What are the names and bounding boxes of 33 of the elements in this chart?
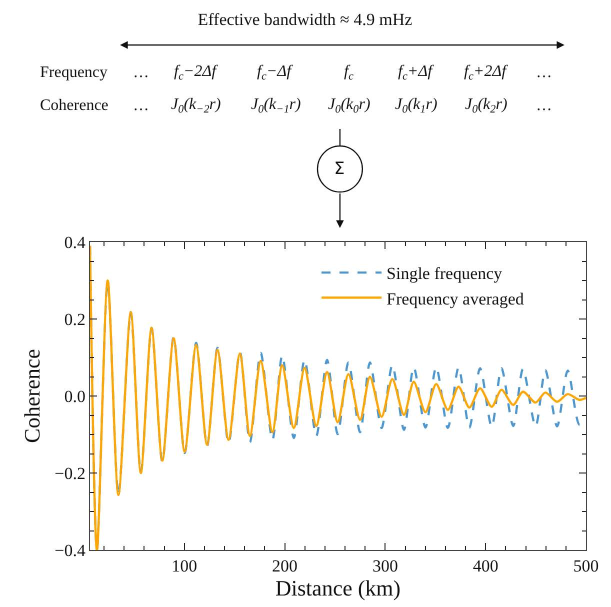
text: … xyxy=(536,97,552,114)
chart-title: Effective bandwidth ≈ 4.9 mHz xyxy=(198,10,413,29)
text: Σ xyxy=(334,159,345,179)
y-tick-label: −0.2 xyxy=(54,464,86,483)
x-tick-label: 300 xyxy=(372,556,398,576)
text: Coherence xyxy=(40,97,108,114)
y-tick-label: 0.2 xyxy=(64,310,86,329)
text: f$_{c}$+Δf xyxy=(398,63,435,82)
line-series xyxy=(90,244,586,550)
text: f$_{c}$−Δf xyxy=(257,63,294,82)
text: Frequency xyxy=(40,64,108,81)
text: J$_{0}$(k$_{0}$r) xyxy=(328,96,370,116)
text: … xyxy=(133,64,149,81)
y-tick-label: −0.4 xyxy=(54,540,86,560)
x-tick-label: 500 xyxy=(573,556,599,576)
text: … xyxy=(536,64,552,81)
text: J$_{0}$(k$_{−1}$r) xyxy=(251,96,301,116)
text: J$_{0}$(k$_{1}$r) xyxy=(395,96,438,116)
text: J$_{0}$(k$_{−2}$r) xyxy=(171,96,221,116)
x-tick-label: 200 xyxy=(272,556,298,576)
legend-label: Frequency averaged xyxy=(386,289,524,308)
y-tick-label: 0.0 xyxy=(64,386,86,406)
text: f$_{c}$+2Δf xyxy=(464,63,509,82)
legend-label: Single frequency xyxy=(386,264,503,284)
x-tick-label: 100 xyxy=(172,556,198,576)
y-axis-title: Coherence xyxy=(19,348,44,444)
y-tick-label: 0.4 xyxy=(64,232,86,252)
text: f$_{c}$−2Δf xyxy=(174,63,219,82)
text: … xyxy=(133,97,149,114)
text: f$_{c}$ xyxy=(344,63,354,82)
x-axis-title: Distance (km) xyxy=(275,576,401,600)
text: J$_{0}$(k$_{2}$r) xyxy=(465,96,508,116)
x-tick-label: 400 xyxy=(472,556,498,576)
